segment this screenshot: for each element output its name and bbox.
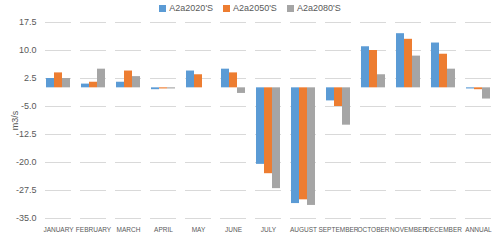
svg-text:AUGUST: AUGUST bbox=[290, 226, 317, 233]
html-text:A2a2020'S: A2a2020'S bbox=[169, 3, 214, 13]
svg-text:10.0: 10.0 bbox=[19, 45, 37, 55]
svg-text:JUNE: JUNE bbox=[225, 226, 243, 233]
svg-text:NOVEMBER: NOVEMBER bbox=[390, 226, 428, 233]
svg-text:OCTOBER: OCTOBER bbox=[357, 226, 389, 233]
svg-text:-35.0: -35.0 bbox=[16, 213, 37, 223]
svg-text:APRIL: APRIL bbox=[154, 226, 173, 233]
svg-text:FEBRUARY: FEBRUARY bbox=[76, 226, 112, 233]
svg-text:JANUARY: JANUARY bbox=[43, 226, 74, 233]
svg-text:17.5: 17.5 bbox=[19, 17, 37, 27]
svg-text:MAY: MAY bbox=[192, 226, 206, 233]
svg-text:SEPTEMBER: SEPTEMBER bbox=[318, 226, 358, 233]
svg-text:ANNUAL: ANNUAL bbox=[465, 226, 492, 233]
svg-text:-27.5: -27.5 bbox=[16, 185, 37, 195]
svg-text:m3/s: m3/s bbox=[10, 110, 20, 130]
svg-text:-12.5: -12.5 bbox=[16, 129, 37, 140]
svg-text:-20.0: -20.0 bbox=[16, 157, 37, 167]
svg-text:-5.0: -5.0 bbox=[21, 101, 37, 111]
svg-text:2.5: 2.5 bbox=[24, 73, 37, 83]
html-text:A2a2080'S: A2a2080'S bbox=[296, 3, 341, 13]
svg-text:MARCH: MARCH bbox=[117, 226, 141, 233]
svg-text:JULY: JULY bbox=[261, 226, 277, 233]
svg-text:DECEMBER: DECEMBER bbox=[425, 226, 462, 233]
html-text:A2a2050'S: A2a2050'S bbox=[233, 3, 277, 13]
